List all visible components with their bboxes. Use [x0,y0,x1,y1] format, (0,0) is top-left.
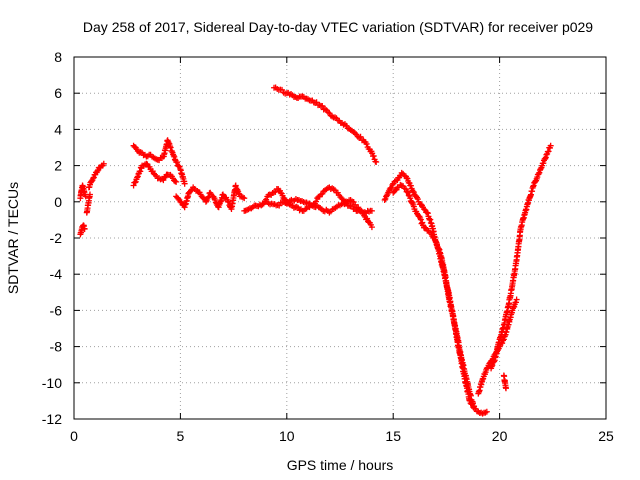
data-point-marker [419,219,426,226]
data-point-marker [175,195,182,202]
data-point-marker [239,194,246,201]
x-tick-label: 0 [70,428,78,444]
y-tick-label: 0 [54,194,62,210]
data-point-marker [389,181,396,188]
data-point-marker [500,337,507,344]
data-point-marker [535,171,542,178]
chart-title: Day 258 of 2017, Sidereal Day-to-day VTE… [83,19,593,35]
data-point-marker [355,204,362,211]
x-tick-label: 15 [385,428,401,444]
data-point-marker [370,152,377,159]
data-point-marker [81,225,88,232]
data-point-marker [161,174,168,181]
data-point-marker [132,179,139,186]
data-point-marker [363,140,370,147]
y-tick-label: -2 [50,230,63,246]
data-point-marker [225,198,232,205]
y-axis-label: SDTVAR / TECUs [5,182,21,294]
y-tick-label: 8 [54,49,62,65]
data-point-marker [181,180,188,187]
data-series [77,84,554,417]
data-point-marker [537,165,544,172]
axis-ticks [73,56,607,420]
data-point-marker [86,191,93,198]
data-point-marker [545,148,552,155]
data-point-marker [414,196,421,203]
data-point-marker [422,224,429,231]
data-point-marker [288,91,295,98]
x-tick-label: 25 [598,428,614,444]
y-tick-label: 2 [54,158,62,174]
x-tick-label: 5 [177,428,185,444]
data-point-marker [357,133,364,140]
data-point-marker [276,202,283,209]
y-tick-label: 4 [54,121,62,137]
data-point-marker [322,105,329,112]
data-point-marker [388,184,395,191]
data-point-marker [405,192,412,199]
data-point-marker [134,174,141,181]
data-point-marker [381,196,388,203]
data-point-marker [407,182,414,189]
data-point-marker [547,142,554,149]
x-tick-label: 10 [279,428,295,444]
data-point-marker [100,160,107,167]
y-tick-label: 6 [54,85,62,101]
y-tick-label: -12 [42,411,62,427]
x-tick-label: 20 [492,428,508,444]
data-point-marker [373,158,380,165]
data-point-marker [368,224,375,231]
data-point-marker [319,102,326,109]
data-point-marker [482,409,489,416]
y-tick-label: -10 [42,375,62,391]
x-tick-labels: 0 5 10 15 20 25 [70,428,614,444]
data-point-marker [173,159,180,166]
data-point-marker [404,188,411,195]
data-point-marker [241,195,248,202]
data-point-marker [513,296,520,303]
data-point-marker [90,175,97,182]
data-point-marker [94,168,101,175]
data-point-marker [471,403,478,410]
data-point-marker [173,178,180,185]
data-point-marker [543,151,550,158]
data-point-marker [368,207,375,214]
data-point-marker [364,215,371,222]
data-point-marker [312,198,319,205]
y-tick-label: -4 [50,266,63,282]
data-point-marker [172,178,179,185]
data-point-marker [360,209,367,216]
data-point-marker [483,408,490,415]
data-point-marker [502,385,509,392]
x-axis-label: GPS time / hours [287,457,394,473]
y-tick-label: -6 [50,302,63,318]
data-point-marker [259,201,266,208]
y-tick-labels: -12 -10 -8 -6 -4 -2 0 2 4 6 8 [42,49,62,427]
data-point-marker [421,206,428,213]
y-tick-label: -8 [50,339,63,355]
grid [74,57,606,419]
